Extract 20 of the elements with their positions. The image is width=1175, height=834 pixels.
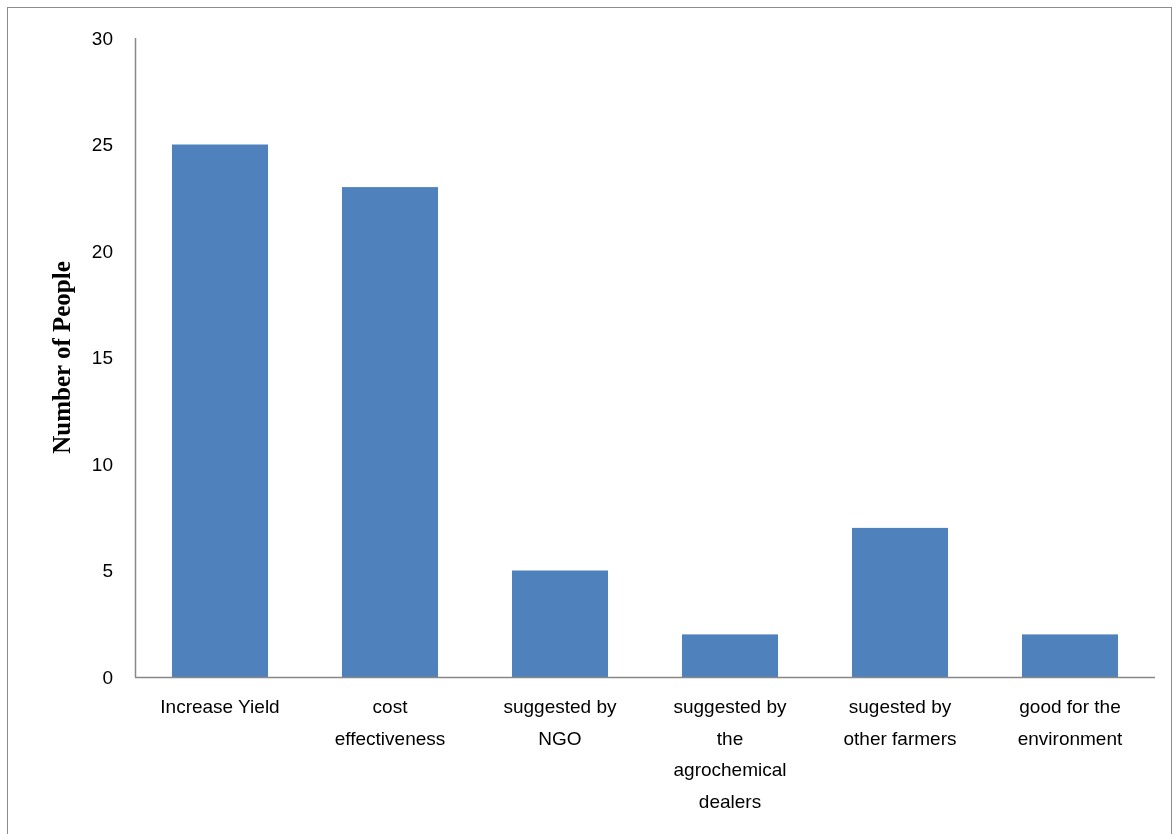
x-tick-label: Increase Yield: [160, 696, 280, 717]
bar: [341, 187, 439, 677]
y-tick-label: 20: [91, 240, 113, 262]
y-tick-label: 25: [91, 134, 113, 155]
bar: [851, 527, 949, 677]
y-tick-label: 10: [91, 453, 113, 475]
y-tick-label: 30: [91, 27, 113, 49]
x-tick-label: good for the environment: [1017, 696, 1123, 749]
bar: [1021, 634, 1119, 677]
x-tick-label: suggested by NGO: [503, 696, 618, 749]
bar: [511, 570, 609, 677]
bar: [171, 144, 269, 677]
x-tick-label: sugested by other farmers: [843, 696, 957, 749]
y-tick-label: 0: [102, 666, 113, 688]
y-tick-label: 15: [91, 347, 113, 368]
y-axis-title: Number of People: [48, 261, 75, 454]
y-tick-label: 5: [102, 560, 113, 581]
bar: [681, 634, 779, 677]
x-tick-label: suggested by the agrochemical dealers: [673, 696, 788, 812]
x-tick-label: cost effectiveness: [334, 696, 446, 749]
